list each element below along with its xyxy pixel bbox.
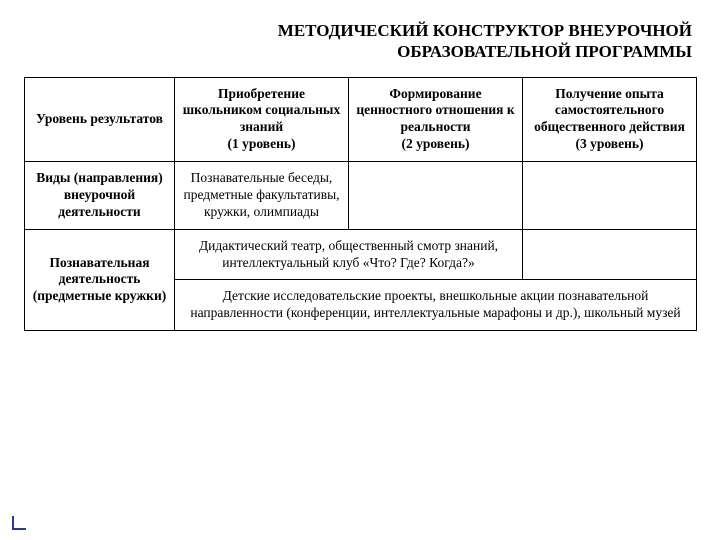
cell-types-level2 xyxy=(349,162,523,230)
cell-cognitive-level3 xyxy=(523,229,697,280)
header-level-1: Приобретение школьником социальных знани… xyxy=(175,77,349,162)
header-level-2-text: Формирование ценностного отношения к реа… xyxy=(356,86,514,152)
header-level-1-text: Приобретение школьником социальных знани… xyxy=(183,86,340,152)
header-level-3-text: Получение опыта самостоятельного обществ… xyxy=(534,86,685,152)
corner-decoration-icon xyxy=(12,516,26,530)
constructor-table: Уровень результатов Приобретение школьни… xyxy=(24,77,697,332)
table-row: Познавательная деятельность (предметные … xyxy=(25,229,697,280)
cell-types-level1: Познавательные беседы, предметные факуль… xyxy=(175,162,349,230)
row-label-cognitive: Познавательная деятельность (предметные … xyxy=(25,229,175,331)
page-title: МЕТОДИЧЕСКИЙ КОНСТРУКТОР ВНЕУРОЧНОЙ ОБРА… xyxy=(24,20,696,63)
title-line-1: МЕТОДИЧЕСКИЙ КОНСТРУКТОР ВНЕУРОЧНОЙ xyxy=(278,21,692,40)
table-row: Виды (направления) внеурочной деятельнос… xyxy=(25,162,697,230)
header-level-2: Формирование ценностного отношения к реа… xyxy=(349,77,523,162)
header-row-label: Уровень результатов xyxy=(25,77,175,162)
table-row: Уровень результатов Приобретение школьни… xyxy=(25,77,697,162)
header-level-3: Получение опыта самостоятельного обществ… xyxy=(523,77,697,162)
title-line-2: ОБРАЗОВАТЕЛЬНОЙ ПРОГРАММЫ xyxy=(397,42,692,61)
cell-cognitive-span2: Дидактический театр, общественный смотр … xyxy=(175,229,523,280)
row-label-types: Виды (направления) внеурочной деятельнос… xyxy=(25,162,175,230)
cell-cognitive-span3: Детские исследовательские проекты, внешк… xyxy=(175,280,697,331)
cell-types-level3 xyxy=(523,162,697,230)
